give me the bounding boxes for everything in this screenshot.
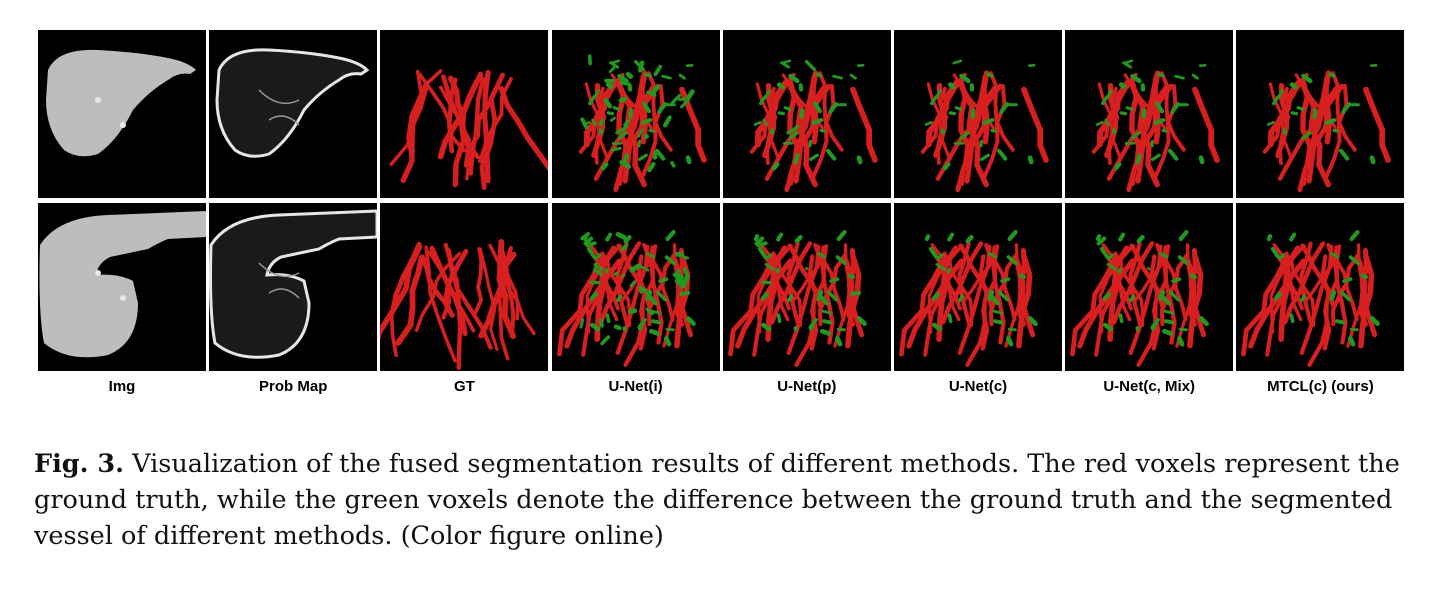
- column-label-prob: Prob Map: [259, 378, 328, 395]
- panel-unet_cmix-row1: [1065, 30, 1234, 198]
- column-labels: Img Prob Map GT U-Net(i) U-Net(p) U-Net(c) U-N…: [38, 378, 1408, 400]
- column-label-img: Img: [108, 378, 136, 395]
- column-label-unet_cmix: U-Net(c, Mix): [1103, 378, 1196, 395]
- panel-prob-row2: [209, 203, 378, 371]
- panel-unet_p-row1: [722, 30, 891, 198]
- panel-unet_i-row1: [551, 30, 720, 198]
- column-label-unet_i: U-Net(i): [608, 378, 663, 395]
- panel-unet_p-row2: [722, 203, 891, 371]
- column-label-unet_p: U-Net(p): [777, 378, 837, 395]
- figure: [38, 30, 1408, 376]
- panel-unet_c-row2: [894, 203, 1062, 371]
- caption-label: Fig. 3.: [34, 449, 124, 479]
- column-label-mtcl: MTCL(c) (ours): [1267, 378, 1374, 395]
- panel-img-row2: [38, 203, 206, 371]
- panel-unet_c-row1: [894, 30, 1062, 198]
- panel-gt-row1: [380, 30, 549, 198]
- figure-caption: Fig. 3. Visualization of the fused segme…: [34, 446, 1424, 554]
- panel-unet_i-row2: [551, 203, 720, 371]
- column-label-unet_c: U-Net(c): [948, 378, 1008, 395]
- panel-gt-row2: [380, 203, 549, 371]
- panel-prob-row1: [209, 30, 378, 198]
- panel-mtcl-row2: [1236, 203, 1405, 371]
- panel-unet_cmix-row2: [1065, 203, 1234, 371]
- panel-img-row1: [38, 30, 206, 198]
- panel-mtcl-row1: [1236, 30, 1405, 198]
- caption-text: Visualization of the fused segmentation …: [34, 449, 1400, 551]
- column-label-gt: GT: [453, 378, 475, 395]
- image-grid: [38, 30, 1408, 376]
